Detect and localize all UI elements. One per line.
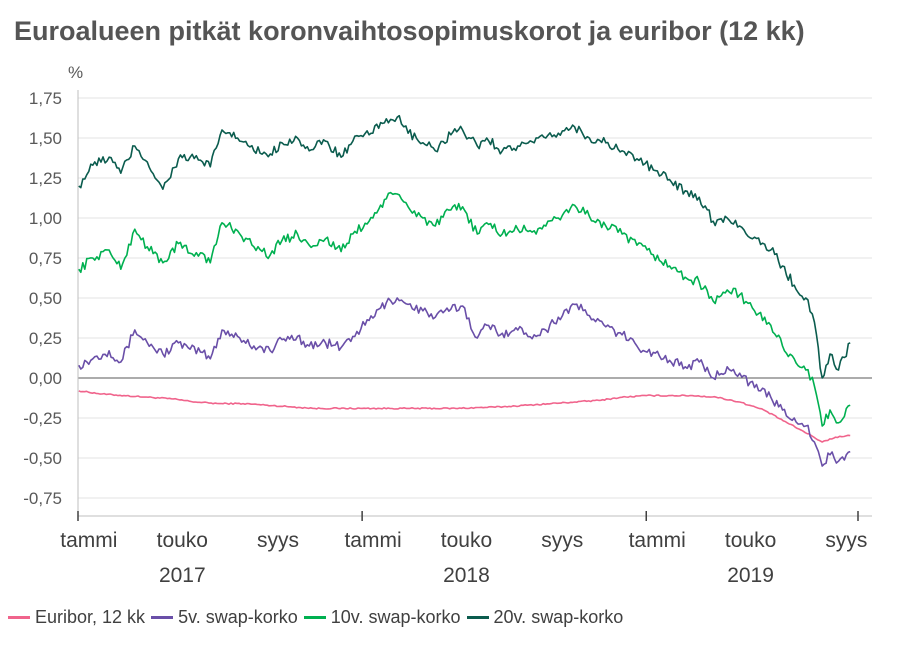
- y-tick-label: 1,75: [29, 89, 62, 108]
- x-tick-label: touko: [441, 529, 492, 552]
- x-year-label: 2017: [159, 564, 206, 587]
- x-tick-label: syys: [257, 529, 299, 552]
- legend-item: 5v. swap-korko: [151, 607, 298, 628]
- legend-item: 10v. swap-korko: [303, 606, 461, 628]
- y-tick-label: 0,50: [29, 289, 62, 308]
- series-line: [78, 114, 851, 379]
- x-tick-label: tammi: [344, 529, 401, 552]
- y-tick-label: 0,25: [29, 329, 62, 348]
- legend-label: 10v. swap-korko: [330, 606, 461, 627]
- y-tick-label: 1,25: [29, 169, 62, 188]
- legend-label: 20v. swap-korko: [493, 606, 624, 627]
- legend-item: Euribor, 12 kk: [8, 607, 145, 628]
- x-year-label: 2018: [443, 564, 490, 587]
- axes: 1,75 1,50 1,25 1,00 0,75 0,50 0,25 0,00 -0,25 -0,…: [23, 89, 872, 587]
- x-tick-label: touko: [725, 529, 776, 552]
- legend-item: 20v. swap-korko: [466, 606, 624, 628]
- y-tick-label: 0,00: [29, 369, 62, 388]
- y-tick-label: 0,75: [29, 249, 62, 268]
- x-year-label: 2019: [727, 564, 774, 587]
- y-tick-label: -0,25: [23, 409, 62, 428]
- x-tick-label: syys: [541, 529, 583, 552]
- series-line: [78, 297, 851, 467]
- y-axis-unit-label: %: [68, 63, 83, 82]
- legend-label: 5v. swap-korko: [178, 606, 298, 627]
- y-tick-label: 1,00: [29, 209, 62, 228]
- legend-swatch: [151, 615, 174, 619]
- x-tick-label: tammi: [629, 529, 686, 552]
- legend-swatch: [466, 615, 489, 619]
- series-line: [78, 191, 851, 427]
- y-tick-label: -0,75: [23, 489, 62, 508]
- chart-title: Euroalueen pitkät koronvaihtosopimuskoro…: [14, 16, 805, 46]
- grid-lines: [78, 97, 872, 499]
- x-tick-label: touko: [157, 529, 208, 552]
- series-line: [78, 390, 851, 443]
- x-tick-label: tammi: [60, 529, 117, 552]
- legend: Euribor, 12 kk 5v. swap-korko 10v. swap-ko…: [8, 603, 629, 631]
- y-tick-label: -0,50: [23, 449, 62, 468]
- legend-swatch: [303, 615, 326, 619]
- series-lines: [78, 114, 851, 467]
- legend-swatch: [8, 615, 30, 619]
- y-tick-label: 1,50: [29, 129, 62, 148]
- legend-label: Euribor, 12 kk: [35, 606, 146, 627]
- x-tick-label: syys: [825, 529, 867, 552]
